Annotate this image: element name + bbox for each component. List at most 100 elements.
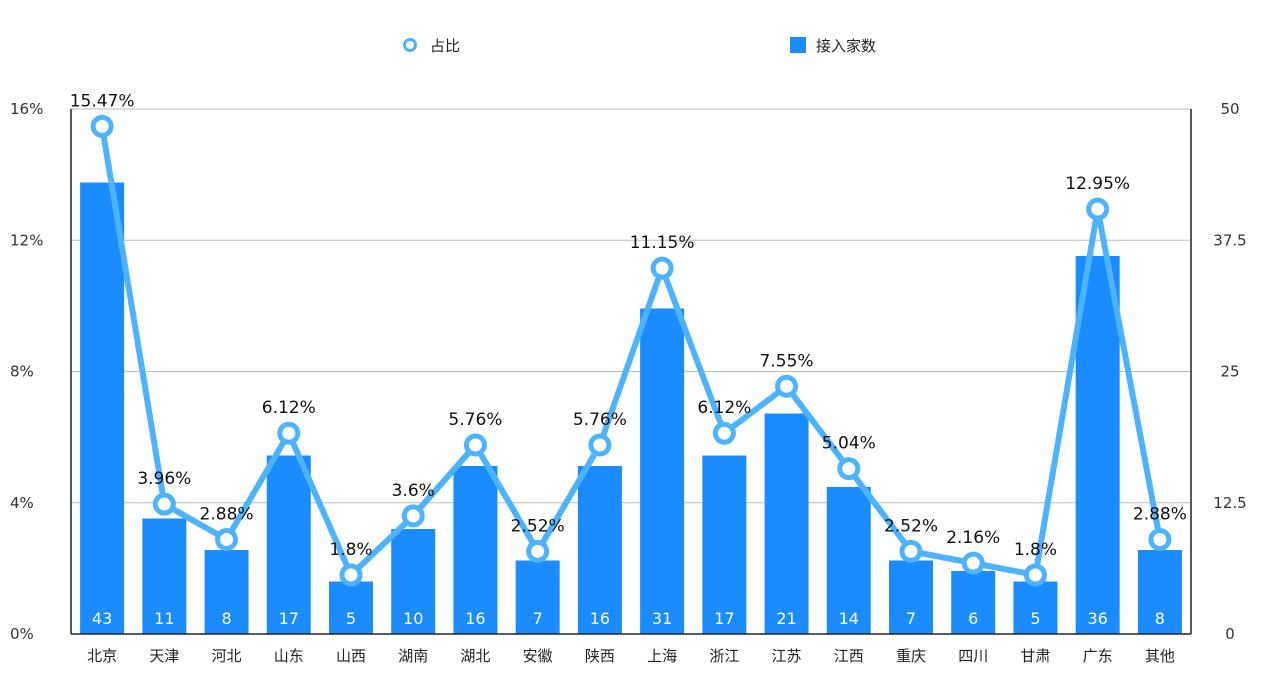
bar-value-label: 7	[533, 609, 543, 628]
bar	[329, 581, 373, 634]
left-tick-label: 0%	[10, 625, 34, 643]
bar	[515, 560, 560, 634]
bar-value-label: 11	[154, 609, 174, 628]
line-path	[99, 125, 1163, 578]
bar-value-label: 5	[1030, 609, 1040, 628]
point-value-label: 2.52%	[884, 516, 938, 536]
left-axis-ticks: 0% 4% 8% 12% 16%	[10, 100, 43, 643]
left-tick-label: 16%	[10, 100, 43, 118]
bar	[142, 518, 187, 634]
point-value-label: 6.12%	[697, 398, 751, 418]
x-tick-label: 安徽	[523, 647, 553, 665]
bar	[889, 560, 933, 634]
x-tick-label: 其他	[1145, 647, 1175, 665]
x-tick-label: 甘肃	[1020, 647, 1050, 665]
line-point	[152, 492, 176, 516]
bar	[80, 182, 125, 634]
left-tick-label: 4%	[10, 494, 34, 512]
right-tick-label: 50	[1220, 100, 1239, 118]
left-tick-label: 12%	[10, 231, 43, 249]
point-value-label: 12.95%	[1065, 174, 1130, 194]
x-tick-label: 四川	[958, 647, 988, 665]
bar	[640, 308, 685, 634]
line-point	[1148, 528, 1172, 551]
bar	[453, 466, 498, 634]
point-value-label: 5.04%	[822, 434, 876, 454]
legend-line-label: 占比	[430, 37, 460, 55]
x-tick-label: 山西	[336, 647, 366, 665]
right-axis-ticks: 0 12.5 25 37.5 50	[1213, 100, 1246, 643]
line-point	[961, 551, 985, 575]
bar-value-label: 21	[776, 609, 796, 628]
point-value-label: 6.12%	[262, 398, 316, 418]
line-point	[339, 563, 363, 587]
point-value-labels: 15.47% 3.96% 2.88% 6.12% 1.8% 3.6% 5.76% 2.52% 5…	[70, 91, 1187, 560]
point-value-label: 2.16%	[946, 528, 1000, 548]
gridlines	[71, 108, 1191, 504]
bar-value-label: 8	[221, 609, 231, 628]
point-value-label: 2.88%	[1133, 505, 1187, 525]
bar-value-label: 17	[279, 609, 299, 628]
point-value-label: 5.76%	[573, 410, 627, 430]
axes	[70, 109, 1192, 635]
legend-line-marker-icon	[403, 38, 417, 52]
bar-value-label: 31	[652, 609, 672, 628]
x-tick-label: 山东	[274, 647, 304, 665]
point-value-label: 2.52%	[511, 516, 565, 536]
right-tick-label: 25	[1220, 363, 1239, 381]
left-tick-label: 8%	[10, 363, 34, 381]
bar-value-label: 17	[714, 609, 734, 628]
bar	[204, 550, 249, 634]
legend-bar-swatch-icon	[790, 37, 806, 53]
line-series	[90, 114, 1172, 587]
x-tick-label: 河北	[212, 647, 242, 665]
line-point	[1023, 563, 1047, 587]
line-point	[1086, 197, 1110, 221]
bar	[764, 413, 809, 634]
line-point	[650, 256, 674, 280]
line-point	[215, 528, 239, 551]
point-value-label: 3.6%	[392, 481, 435, 501]
x-tick-label: 江西	[834, 647, 864, 665]
line-point	[775, 374, 799, 398]
x-tick-label: 浙江	[709, 647, 739, 665]
right-tick-label: 12.5	[1213, 494, 1246, 512]
point-value-label: 1.8%	[329, 540, 372, 560]
x-tick-label: 上海	[647, 647, 677, 665]
bar-value-label: 7	[906, 609, 916, 628]
line-point	[90, 114, 114, 138]
line-point	[588, 433, 612, 457]
x-tick-label: 江苏	[772, 647, 802, 665]
line-point	[463, 433, 487, 457]
bar-value-label: 16	[465, 609, 485, 628]
bar	[1075, 256, 1120, 634]
bar	[1137, 550, 1182, 634]
bar	[951, 571, 996, 634]
line-point	[401, 504, 425, 528]
point-value-label: 7.55%	[760, 351, 814, 371]
bar	[826, 487, 871, 634]
bar-value-label: 10	[403, 609, 423, 628]
bar-value-label: 43	[92, 609, 112, 628]
right-tick-label: 37.5	[1213, 231, 1246, 249]
bar	[577, 466, 622, 634]
point-value-label: 5.76%	[448, 410, 502, 430]
legend-bar-label: 接入家数	[816, 37, 876, 55]
point-value-label: 3.96%	[137, 469, 191, 489]
bar	[702, 455, 747, 634]
bar	[391, 529, 436, 634]
line-point	[277, 421, 301, 445]
bar	[266, 455, 311, 634]
bars	[80, 182, 1182, 634]
bar-value-label: 16	[590, 609, 610, 628]
x-tick-label: 陕西	[585, 647, 615, 665]
line-point	[899, 539, 923, 563]
bar-value-labels: 43 11 8 17 5 10 16 7 16 31 17 21 14 7 6 5 36 8	[92, 609, 1165, 628]
bar-value-label: 6	[968, 609, 978, 628]
x-tick-label: 湖南	[398, 647, 428, 665]
x-tick-label: 重庆	[896, 647, 926, 665]
point-value-label: 1.8%	[1014, 540, 1057, 560]
bar-value-label: 8	[1155, 609, 1165, 628]
line-point	[526, 539, 550, 563]
x-tick-label: 北京	[87, 647, 117, 665]
